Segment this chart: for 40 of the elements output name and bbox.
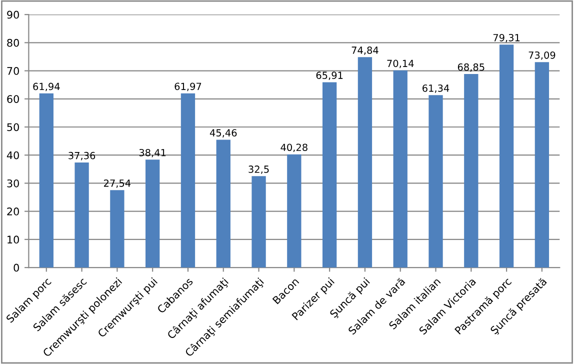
data-label: 73,09 xyxy=(528,51,556,60)
bar xyxy=(146,160,160,268)
y-tick-label: 50 xyxy=(7,123,19,132)
bar xyxy=(393,70,408,268)
bar xyxy=(74,162,89,268)
bar xyxy=(464,74,478,268)
y-tick-label: 20 xyxy=(7,208,19,216)
bar xyxy=(180,93,196,268)
data-label: 61,34 xyxy=(422,84,450,93)
bar xyxy=(534,62,550,268)
bar xyxy=(322,82,337,268)
bar xyxy=(358,57,372,268)
data-label: 37,36 xyxy=(68,152,96,160)
data-label: 45,46 xyxy=(210,129,237,138)
data-label: 38,41 xyxy=(139,148,166,158)
y-tick-label: 70 xyxy=(7,67,19,75)
data-label: 68,85 xyxy=(458,63,484,72)
y-tick-label: 10 xyxy=(8,236,19,244)
bar xyxy=(110,190,124,268)
y-tick-label: 30 xyxy=(7,179,19,188)
bar xyxy=(252,176,266,268)
data-label: 65,91 xyxy=(316,72,343,80)
data-label: 79,31 xyxy=(493,34,520,42)
y-tick-label: 40 xyxy=(6,151,19,160)
y-tick-label: 90 xyxy=(7,10,19,19)
data-label: 32,5 xyxy=(248,166,269,174)
data-label: 74,84 xyxy=(352,46,378,55)
bar xyxy=(287,154,302,268)
data-label: 61,97 xyxy=(174,82,202,92)
y-tick-label: 80 xyxy=(7,38,19,47)
bar xyxy=(499,44,514,268)
data-label: 61,94 xyxy=(33,82,60,92)
y-tick-label: 0 xyxy=(14,264,19,272)
bar xyxy=(216,140,230,268)
bar xyxy=(428,95,443,268)
data-label: 40,28 xyxy=(280,144,308,152)
bar xyxy=(39,93,54,268)
y-tick-label: 60 xyxy=(7,95,19,103)
data-label: 70,14 xyxy=(387,60,414,68)
data-label: 27,54 xyxy=(104,180,131,188)
